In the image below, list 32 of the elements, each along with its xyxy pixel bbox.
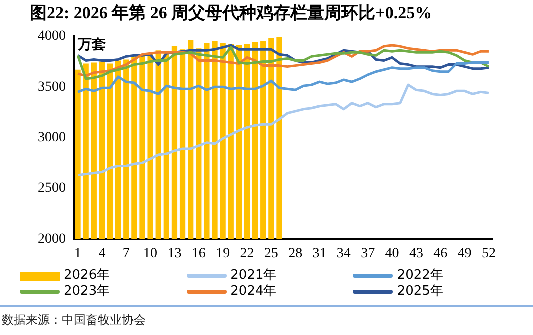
x-tick-label: 31 xyxy=(312,246,327,262)
legend-label: 2023年 xyxy=(64,284,110,300)
x-tick-label: 22 xyxy=(240,246,254,262)
legend-label: 2025年 xyxy=(397,284,444,300)
x-tick-label: 37 xyxy=(361,246,376,262)
x-tick-label: 52 xyxy=(482,246,496,262)
y-tick-label: 2000 xyxy=(38,232,66,247)
x-tick-label: 25 xyxy=(264,246,278,262)
y-tick-label: 3500 xyxy=(38,80,66,95)
x-tick-label: 10 xyxy=(144,246,158,262)
y-tick-label: 2500 xyxy=(38,181,66,196)
x-tick-label: 1 xyxy=(74,246,82,262)
x-tick-label: 7 xyxy=(122,246,130,262)
x-tick-label: 13 xyxy=(168,246,182,262)
x-tick-label: 16 xyxy=(192,246,206,262)
legend-label: 2022年 xyxy=(397,268,444,284)
x-tick-label: 40 xyxy=(385,246,400,262)
y-axis-title: 万套 xyxy=(77,37,106,54)
x-tick-label: 49 xyxy=(458,246,472,262)
y-tick-label: 4000 xyxy=(38,29,66,44)
chart-title: 图22: 2026 年第 26 周父母代种鸡存栏量周环比+0.25% xyxy=(30,4,432,23)
x-tick-label: 19 xyxy=(216,246,230,262)
x-tick-label: 34 xyxy=(336,246,351,262)
x-tick-label: 43 xyxy=(409,246,424,262)
legend-label: 2024年 xyxy=(230,284,277,300)
y-tick-label: 3000 xyxy=(38,130,66,146)
x-tick-label: 46 xyxy=(434,246,448,262)
x-tick-label: 4 xyxy=(98,246,106,262)
legend-label: 2021年 xyxy=(230,268,277,284)
x-tick-label: 28 xyxy=(288,246,303,262)
source-note: 数据来源：中国畜牧业协会 xyxy=(2,312,146,329)
legend-label: 2026年 xyxy=(64,268,110,284)
